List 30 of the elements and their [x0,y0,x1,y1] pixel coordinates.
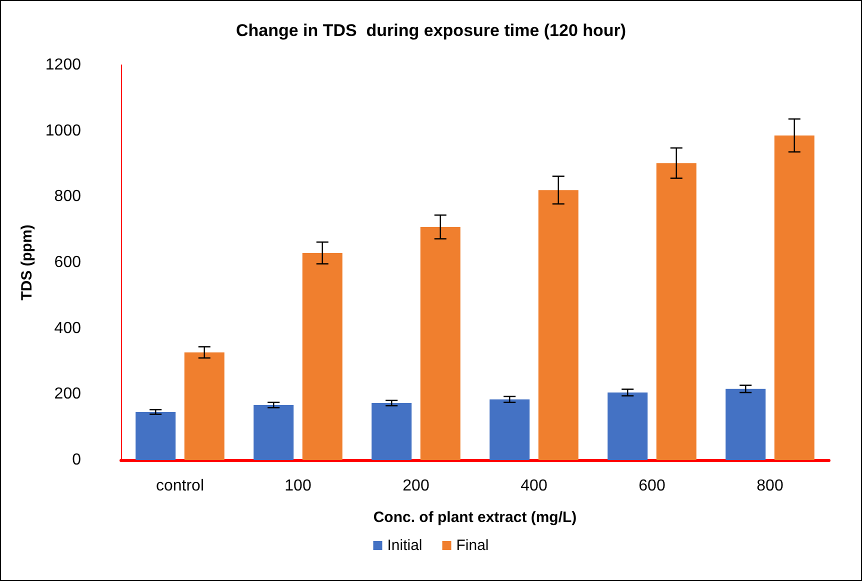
x-tick-label: 800 [756,478,784,494]
y-tick-label: 200 [54,386,82,403]
bar [726,388,766,460]
x-axis-title: Conc. of plant extract (mg/L) [373,509,577,526]
bar [302,252,342,460]
bar [774,135,814,460]
legend-label: Initial [387,537,422,554]
x-tick-label: 200 [402,478,430,494]
bar [184,352,224,460]
bar [372,403,412,460]
bar [136,412,176,460]
legend-label: Final [456,537,489,554]
x-tick-label: 100 [284,478,312,494]
y-axis-title: TDS (ppm) [18,224,36,300]
y-tick-label: 1000 [45,122,82,140]
y-tick-label: 1200 [45,56,82,74]
y-tick-label: 0 [72,452,82,468]
y-tick-label: 800 [54,188,82,206]
bar [538,190,578,460]
bar [656,163,696,460]
x-tick-label: 600 [638,478,666,494]
y-tick-label: 400 [54,320,82,337]
bar [254,405,294,460]
bar [608,392,648,460]
x-tick-label: 400 [520,478,548,494]
bar [490,399,530,460]
bar [420,226,460,460]
x-tick-label: control [156,478,204,494]
y-tick-label: 600 [54,254,82,271]
chart-title: Change in TDS during exposure time (120 hour) [236,21,626,40]
